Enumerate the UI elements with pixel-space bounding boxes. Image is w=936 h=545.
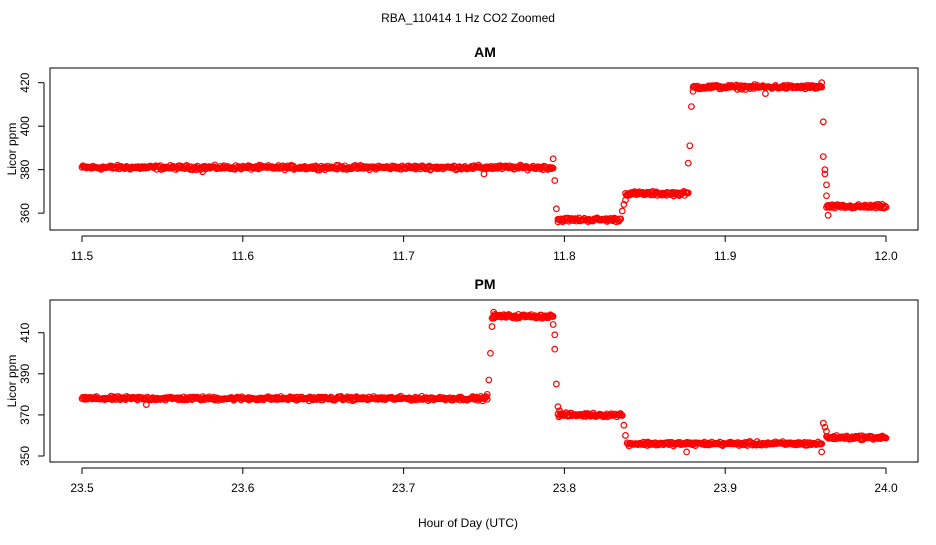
pm-x-tick-label: 24.0 [874, 481, 898, 495]
am-panel: AM Licor ppm 11.5 11.6 11.7 11.8 11.9 12.0 360… [5, 44, 919, 263]
data-point [881, 202, 889, 210]
data-point [480, 170, 488, 178]
pm-y-tick-label: 370 [18, 405, 32, 425]
data-point [684, 159, 692, 167]
data-point [485, 376, 493, 384]
data-point [683, 448, 691, 456]
data-point [762, 90, 769, 97]
data-point [142, 401, 150, 409]
data-point [618, 207, 626, 215]
pm-y-axis-label: Licor ppm [5, 355, 19, 408]
data-point [552, 205, 560, 213]
pm-y-tick-label: 410 [18, 322, 32, 342]
data-point [608, 410, 615, 418]
am-y-axis-label: Licor ppm [5, 123, 19, 176]
data-point [622, 196, 629, 204]
pm-panel: PM Licor ppm 23.5 23.6 23.7 23.8 23.9 24.0 350… [5, 276, 919, 495]
am-plot-frame [49, 67, 919, 231]
data-point [818, 448, 826, 456]
pm-panel-title: PM [475, 276, 496, 292]
data-point [674, 191, 682, 198]
data-point [617, 215, 625, 223]
pm-x-tick-label: 23.8 [553, 481, 577, 495]
data-point [549, 321, 557, 328]
data-point [819, 118, 827, 126]
data-point [622, 432, 629, 439]
figure-x-axis-label: Hour of Day (UTC) [418, 516, 518, 530]
data-point [551, 177, 559, 184]
data-point [617, 410, 624, 417]
am-x-tick-label: 11.5 [71, 249, 94, 263]
data-point [856, 432, 863, 440]
data-point [549, 164, 557, 172]
data-point [551, 345, 559, 353]
data-point [551, 331, 559, 339]
data-point [554, 218, 562, 226]
data-point [689, 87, 697, 95]
pm-x-tick-label: 23.5 [70, 481, 94, 495]
data-point [620, 201, 628, 208]
data-point [490, 308, 498, 316]
am-x-tick-label: 11.9 [714, 249, 737, 263]
am-y-tick-label: 380 [18, 159, 32, 179]
data-point [823, 192, 830, 200]
data-point [823, 427, 830, 435]
data-point [686, 142, 694, 150]
pm-x-tick-label: 23.6 [231, 481, 255, 495]
data-point [819, 419, 827, 427]
data-point [882, 434, 890, 442]
data-point [684, 189, 692, 197]
data-point [818, 83, 826, 91]
data-point [549, 155, 557, 163]
data-point [818, 440, 826, 448]
data-point [482, 394, 489, 402]
data-point [620, 421, 628, 429]
data-point [483, 390, 491, 398]
data-point [882, 203, 890, 211]
data-point [487, 349, 494, 357]
data-point [821, 170, 829, 178]
data-point [618, 412, 626, 419]
data-point [483, 395, 491, 403]
data-point [819, 153, 827, 161]
data-point [821, 423, 829, 431]
data-point [199, 168, 207, 176]
am-y-tick-label: 360 [18, 203, 32, 223]
data-point [488, 323, 496, 330]
pm-x-tick-label: 23.9 [714, 481, 738, 495]
am-y-tick-label: 420 [18, 72, 32, 92]
am-x-tick-label: 11.7 [392, 249, 415, 263]
pm-y-tick-label: 390 [18, 363, 32, 383]
data-point [552, 380, 560, 388]
am-x-tick-label: 12.0 [874, 249, 898, 263]
figure-title: RBA_110414 1 Hz CO2 Zoomed [381, 11, 555, 25]
data-point [549, 313, 557, 320]
am-panel-title: AM [474, 44, 496, 60]
pm-x-tick-label: 23.7 [392, 481, 416, 495]
data-point [823, 181, 830, 189]
am-x-tick-label: 11.6 [232, 249, 255, 263]
data-point [554, 403, 562, 411]
data-point [564, 214, 572, 222]
pm-points [78, 308, 890, 456]
data-point [688, 103, 695, 111]
pm-y-tick-label: 350 [18, 446, 32, 466]
am-y-tick-label: 400 [18, 116, 32, 136]
data-point [818, 79, 826, 87]
data-point [821, 166, 829, 174]
am-points [78, 79, 890, 226]
am-x-tick-label: 11.8 [553, 249, 576, 263]
data-point [556, 407, 563, 415]
pm-plot-frame [49, 299, 919, 463]
data-point [824, 211, 832, 219]
